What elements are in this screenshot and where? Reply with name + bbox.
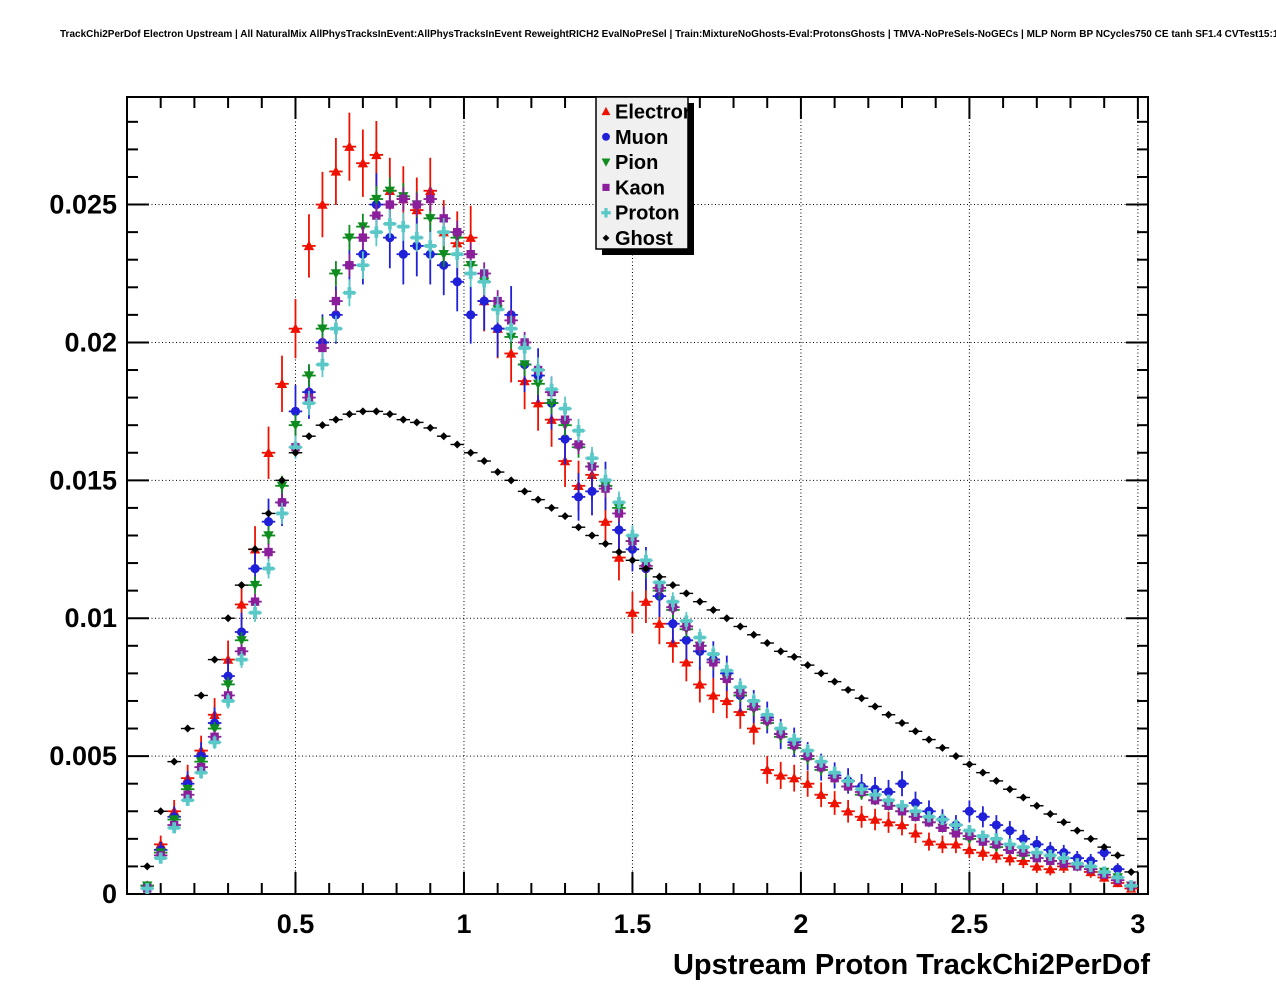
svg-text:0.01: 0.01 bbox=[64, 603, 117, 633]
svg-text:0.005: 0.005 bbox=[49, 741, 117, 771]
legend-label-proton: Proton bbox=[615, 203, 679, 225]
x-axis-tick-labels: 0.5 1 1.5 2 2.5 3 bbox=[277, 909, 1146, 939]
series-ghost bbox=[140, 407, 1138, 876]
svg-text:2.5: 2.5 bbox=[951, 909, 989, 939]
legend-item-proton: Proton bbox=[601, 203, 679, 225]
series-kaon bbox=[140, 187, 1138, 893]
axis-ticks bbox=[127, 97, 1148, 894]
series-muon bbox=[140, 173, 1138, 891]
legend-item-pion: Pion bbox=[601, 152, 658, 174]
svg-text:2: 2 bbox=[793, 909, 808, 939]
series-pion bbox=[140, 177, 1138, 892]
series-proton bbox=[140, 209, 1138, 894]
svg-text:0.5: 0.5 bbox=[277, 909, 315, 939]
svg-text:3: 3 bbox=[1130, 909, 1145, 939]
legend-label-kaon: Kaon bbox=[615, 177, 665, 199]
svg-text:0.025: 0.025 bbox=[49, 190, 117, 220]
grid-lines bbox=[127, 97, 1148, 894]
legend-item-muon: Muon bbox=[602, 127, 668, 149]
y-axis-tick-labels: 0 0.005 0.01 0.015 0.02 0.025 bbox=[49, 190, 117, 909]
legend-label-pion: Pion bbox=[615, 152, 658, 174]
legend-item-ghost: Ghost bbox=[602, 228, 673, 250]
svg-text:1.5: 1.5 bbox=[614, 909, 652, 939]
x-axis-title: Upstream Proton TrackChi2PerDof bbox=[673, 949, 1150, 981]
svg-text:Upstream Proton TrackChi2PerDo: Upstream Proton TrackChi2PerDof bbox=[673, 949, 1150, 981]
svg-text:0.02: 0.02 bbox=[64, 327, 117, 357]
svg-text:1: 1 bbox=[456, 909, 471, 939]
legend-item-electron: Electron bbox=[601, 102, 695, 124]
legend-label-ghost: Ghost bbox=[615, 228, 673, 250]
svg-text:0: 0 bbox=[102, 879, 117, 909]
legend: Electron Muon Pion Kaon Proton Ghost bbox=[595, 96, 695, 255]
legend-label-electron: Electron bbox=[615, 102, 695, 124]
plot-title: TrackChi2PerDof Electron Upstream | All … bbox=[60, 29, 1276, 40]
svg-text:0.015: 0.015 bbox=[49, 465, 117, 495]
legend-item-kaon: Kaon bbox=[602, 177, 665, 199]
legend-label-muon: Muon bbox=[615, 127, 668, 149]
